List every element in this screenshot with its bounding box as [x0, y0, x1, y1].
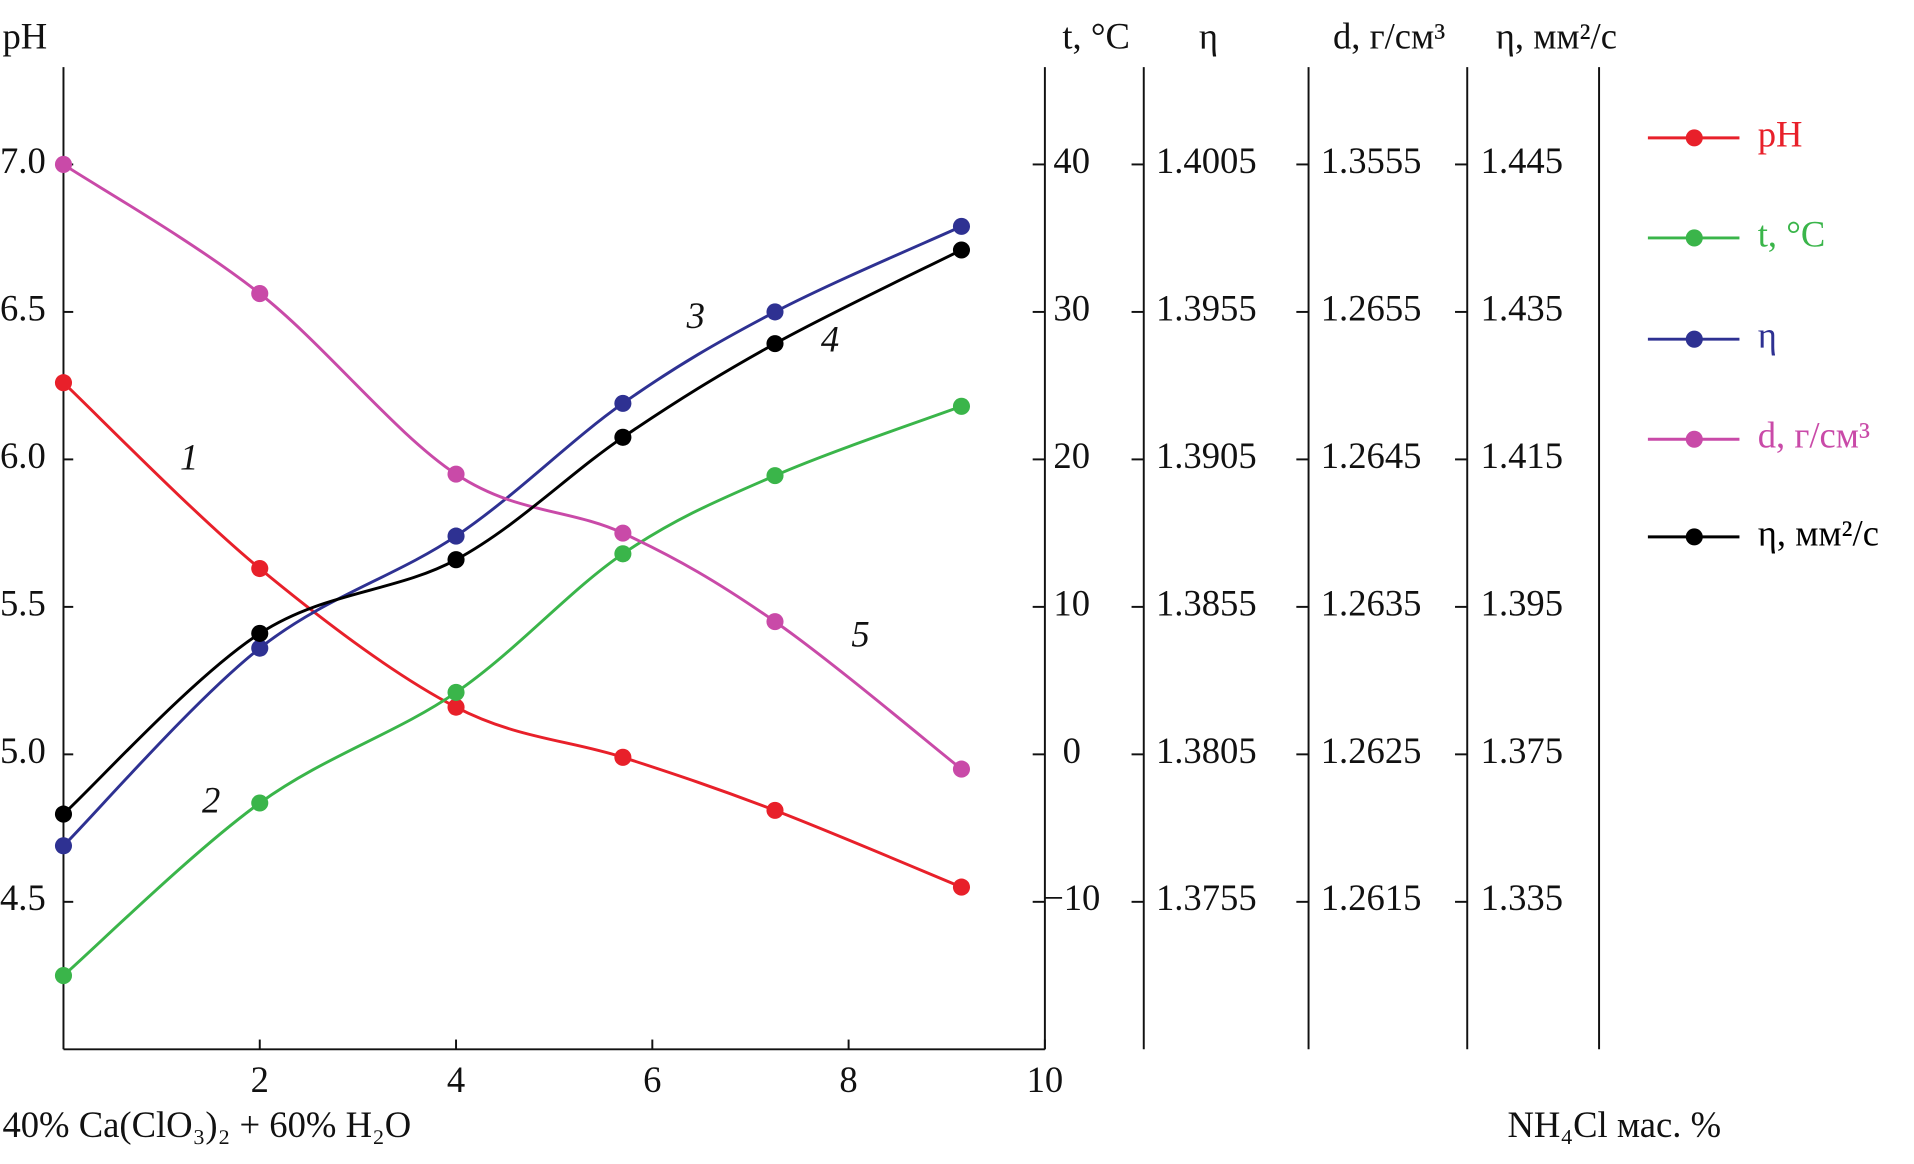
- y2-tick-label: −10: [1043, 877, 1100, 918]
- y5-tick-label: 1.335: [1481, 877, 1563, 918]
- legend-label: η, мм²/с: [1758, 512, 1879, 553]
- data-point: [54, 805, 73, 823]
- data-point: [766, 467, 784, 485]
- y5-axis-title: η, мм²/с: [1496, 16, 1617, 57]
- data-point: [447, 465, 465, 483]
- data-point: [251, 559, 269, 578]
- x-tick-label: 10: [1027, 1059, 1064, 1100]
- x-tick-label: 6: [643, 1059, 661, 1100]
- data-point: [614, 748, 632, 766]
- y3-axis-title: η: [1199, 16, 1218, 57]
- legend-marker: [1685, 229, 1703, 247]
- y4-tick-label: 1.2635: [1321, 582, 1422, 623]
- data-point: [54, 155, 73, 173]
- series-line: [62, 163, 963, 771]
- legend-label: d, г/см³: [1758, 415, 1870, 456]
- data-point: [251, 794, 269, 812]
- legend-label: t, °C: [1758, 213, 1826, 254]
- x-tick-label: 8: [839, 1059, 857, 1100]
- curve-label: 3: [686, 295, 705, 336]
- y-tick-label: 5.5: [0, 582, 46, 623]
- x-tick-label: 4: [447, 1059, 465, 1100]
- y3-tick-label: 1.3955: [1156, 287, 1257, 328]
- data-point: [766, 613, 784, 631]
- curve-label: 1: [180, 437, 198, 478]
- y-tick-label: 6.5: [0, 287, 46, 328]
- data-point: [54, 967, 73, 985]
- x-tick-label: 2: [251, 1059, 269, 1100]
- y-tick-label: 5.0: [0, 730, 46, 771]
- data-point: [614, 524, 632, 542]
- data-point: [447, 698, 465, 716]
- y3-tick-label: 1.3755: [1156, 877, 1257, 918]
- data-point: [952, 397, 971, 415]
- series-line: [62, 248, 963, 816]
- data-point: [251, 285, 269, 303]
- legend-marker: [1685, 528, 1703, 546]
- data-point: [952, 878, 971, 896]
- data-point: [251, 639, 269, 657]
- y4-tick-label: 1.3555: [1321, 140, 1422, 181]
- y-tick-label: 7.0: [0, 140, 46, 181]
- data-point: [766, 335, 784, 353]
- data-point: [766, 801, 784, 819]
- y2-tick-label: 10: [1053, 582, 1090, 623]
- data-point: [251, 624, 269, 642]
- y4-tick-label: 1.2625: [1321, 730, 1422, 771]
- y-tick-label: 6.0: [0, 435, 46, 476]
- series-line: [62, 381, 963, 889]
- y4-axis-title: d, г/см³: [1333, 16, 1445, 57]
- series-line: [62, 225, 963, 847]
- data-point: [952, 217, 971, 235]
- y5-tick-label: 1.375: [1481, 730, 1563, 771]
- data-point: [614, 545, 632, 563]
- y5-tick-label: 1.445: [1481, 140, 1563, 181]
- y3-tick-label: 1.3905: [1156, 435, 1257, 476]
- y2-axis-title: t, °C: [1062, 16, 1130, 57]
- y3-tick-label: 1.3805: [1156, 730, 1257, 771]
- y4-tick-label: 1.2615: [1321, 877, 1422, 918]
- legend-marker: [1685, 129, 1703, 147]
- y5-tick-label: 1.415: [1481, 435, 1563, 476]
- x-axis-title-right: NH₄Cl мас. %: [1507, 1104, 1721, 1145]
- y5-tick-label: 1.435: [1481, 287, 1563, 328]
- y-axis-title: pH: [2, 16, 47, 57]
- data-point: [54, 374, 73, 392]
- data-point: [614, 394, 632, 412]
- series-line: [62, 404, 962, 977]
- curve-label: 4: [821, 318, 839, 359]
- y2-tick-label: 40: [1053, 140, 1090, 181]
- data-point: [766, 303, 784, 321]
- legend-marker: [1685, 330, 1703, 348]
- data-point: [952, 241, 971, 259]
- y-tick-label: 4.5: [0, 877, 46, 918]
- curve-label: 5: [851, 614, 869, 655]
- data-point: [614, 428, 632, 446]
- x-axis-title-left: 40% Ca(ClO₃)₂ + 60% H₂O: [2, 1104, 411, 1145]
- y3-tick-label: 1.3855: [1156, 582, 1257, 623]
- legend-label: η: [1758, 315, 1777, 356]
- legend-marker: [1685, 430, 1703, 448]
- y4-tick-label: 1.2655: [1321, 287, 1422, 328]
- y2-tick-label: 30: [1053, 287, 1090, 328]
- data-point: [447, 551, 465, 569]
- y4-tick-label: 1.2645: [1321, 435, 1422, 476]
- legend-label: pH: [1758, 113, 1803, 154]
- data-point: [54, 837, 73, 855]
- y2-tick-label: 0: [1063, 730, 1081, 771]
- data-point: [952, 760, 971, 778]
- data-point: [447, 527, 465, 545]
- curve-label: 2: [202, 779, 220, 820]
- data-point: [447, 683, 465, 701]
- y5-tick-label: 1.395: [1481, 582, 1563, 623]
- y3-tick-label: 1.4005: [1156, 140, 1257, 181]
- y2-tick-label: 20: [1053, 435, 1090, 476]
